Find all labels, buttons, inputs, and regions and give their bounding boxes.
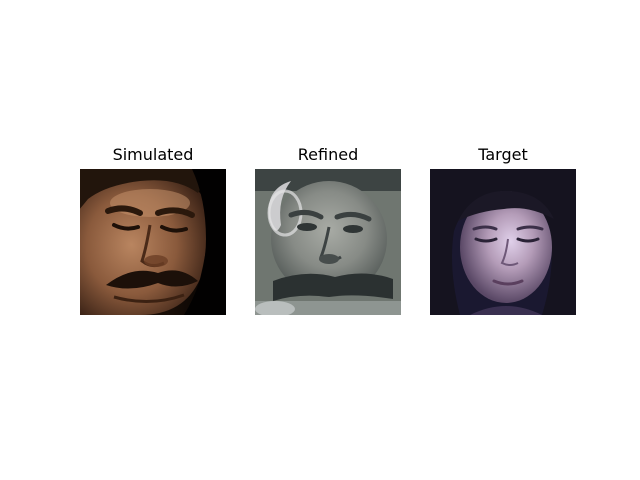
panel-title: Simulated [112, 145, 194, 164]
target-face-image [430, 169, 576, 315]
panel-simulated: Simulated [80, 143, 226, 315]
panel-title: Refined [297, 145, 359, 164]
refined-face-image [255, 169, 401, 315]
simulated-face-image [80, 169, 226, 315]
panel-title: Target [478, 145, 528, 164]
panel-target: Target [430, 143, 576, 315]
panel-refined: Refined [255, 143, 401, 315]
